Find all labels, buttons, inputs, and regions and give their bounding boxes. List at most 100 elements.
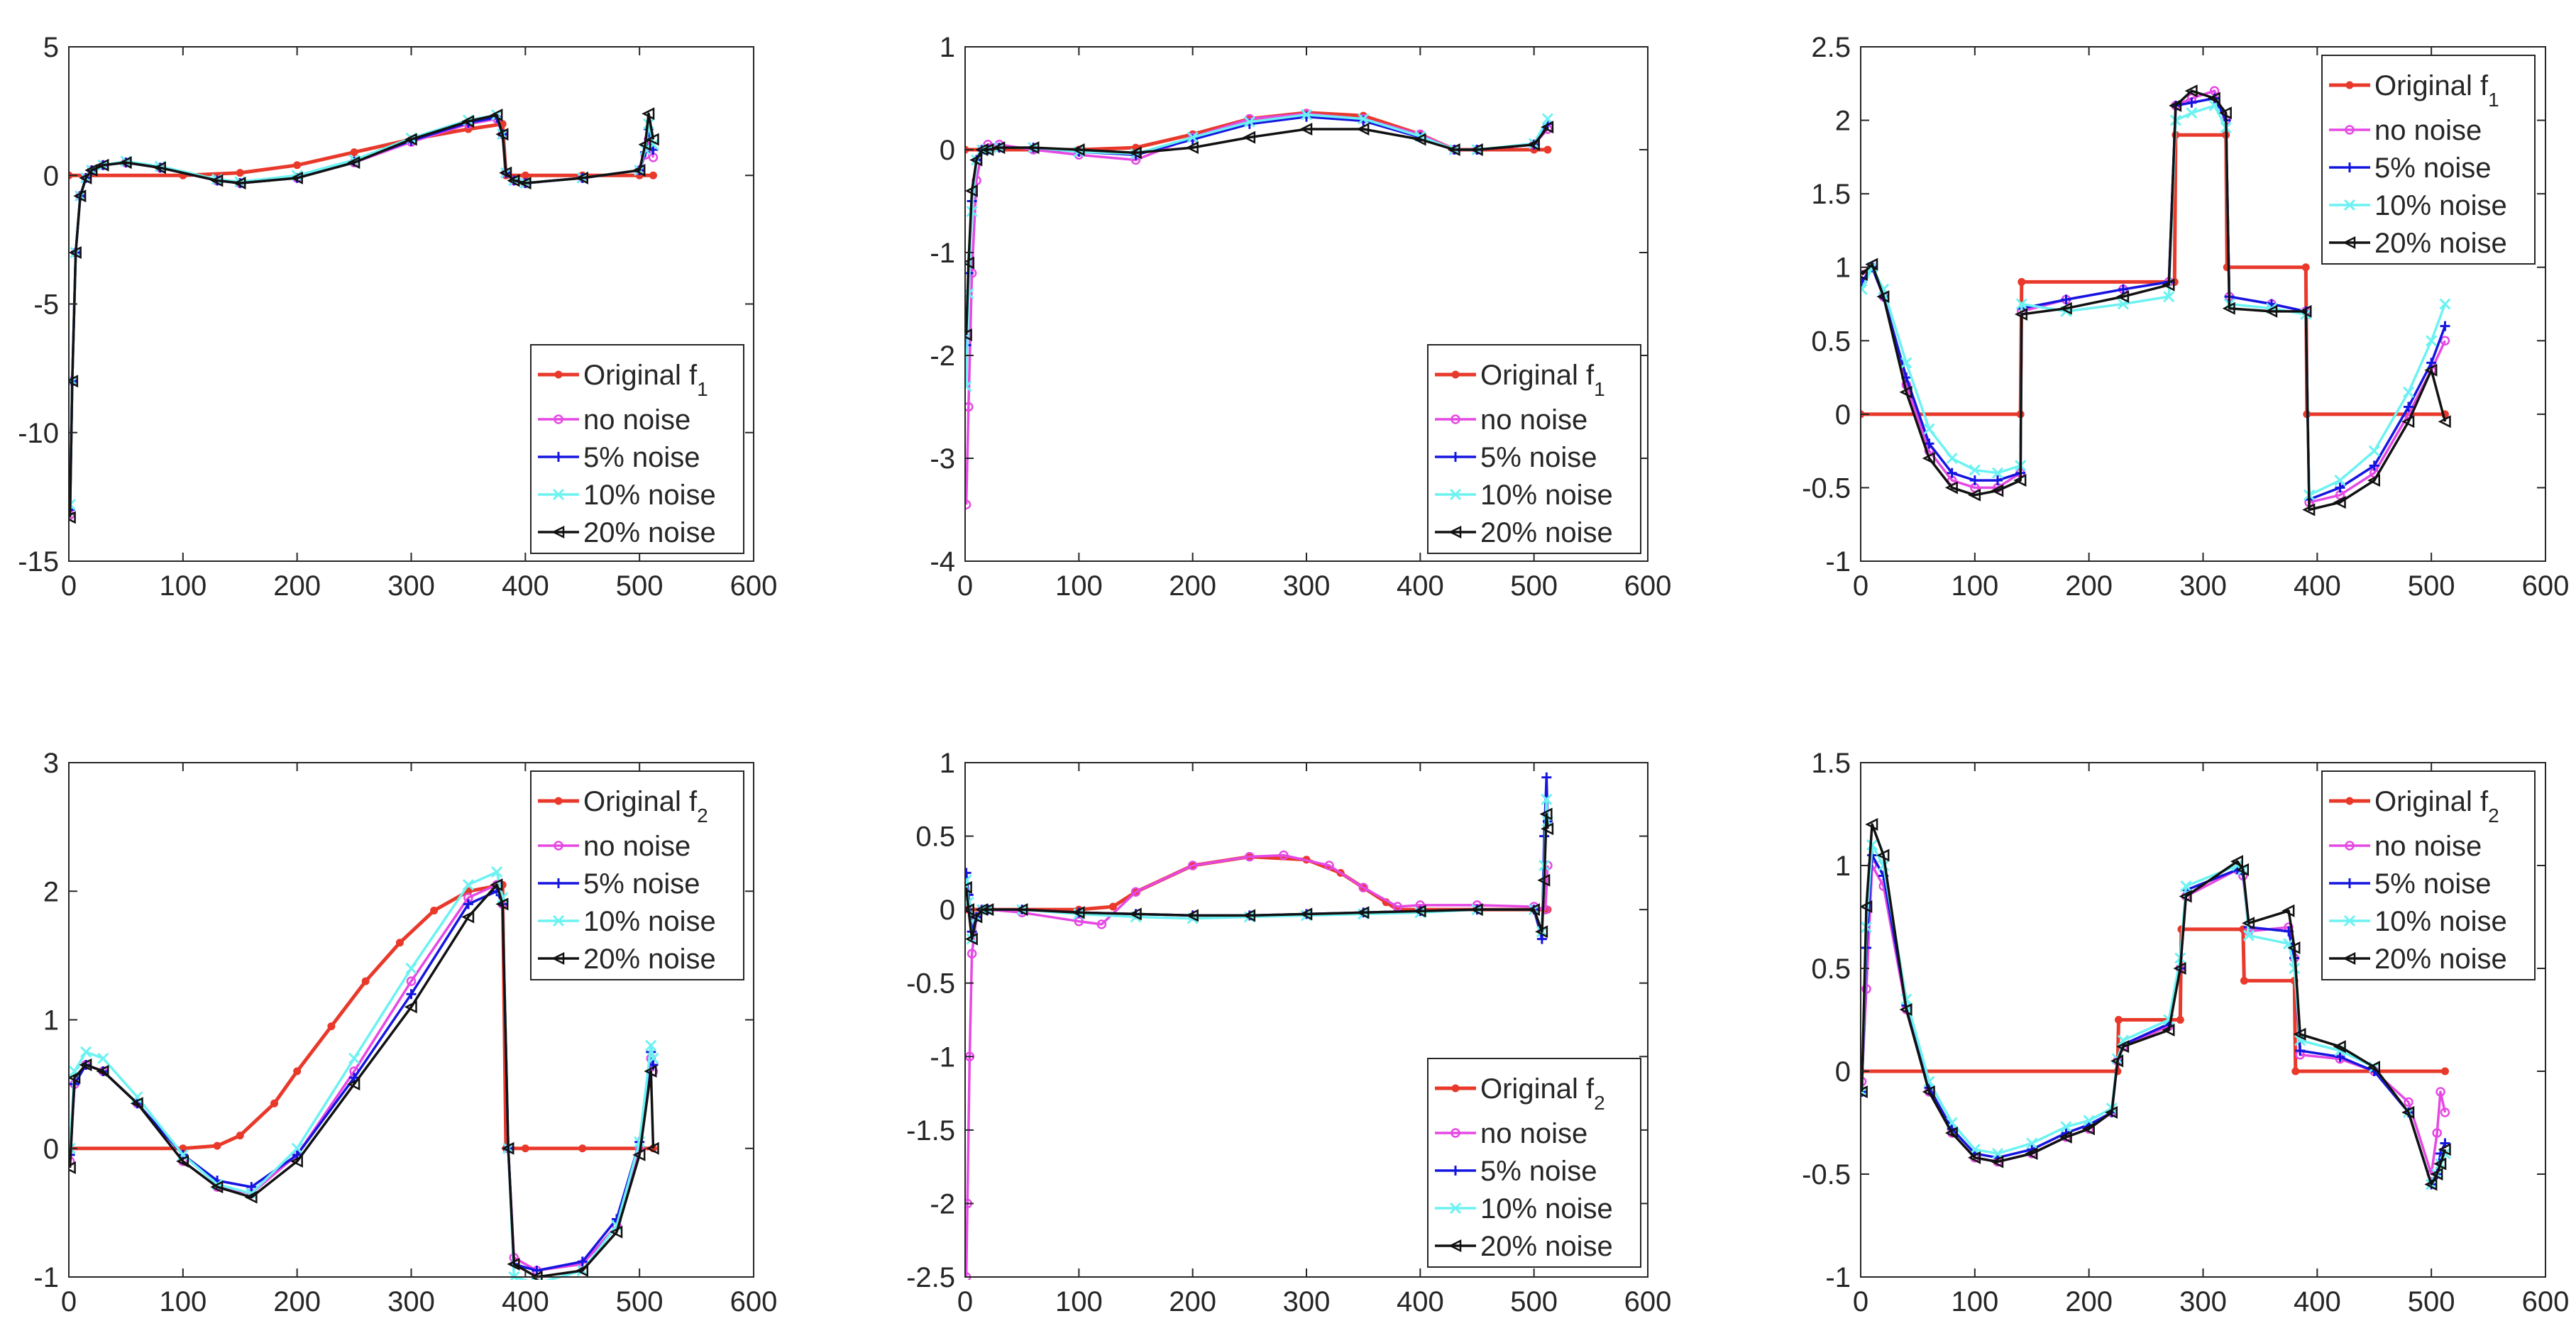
- legend-box: [1427, 1058, 1641, 1268]
- data-point: [406, 976, 417, 986]
- legend-marker-noise20: [551, 525, 565, 539]
- data-point: [975, 143, 989, 157]
- data-point: [1969, 475, 1980, 486]
- data-point: [1187, 131, 1199, 143]
- x-tick-label: 200: [2065, 570, 2113, 602]
- data-point: [2291, 1067, 2300, 1076]
- data-point: [610, 1225, 623, 1239]
- data-point: [2430, 1167, 2443, 1181]
- data-point: [645, 1039, 657, 1051]
- data-point: [2333, 1040, 2346, 1054]
- data-point: [2264, 304, 2278, 318]
- series-group: [1861, 84, 2451, 516]
- data-point: [153, 161, 166, 175]
- data-point: [2302, 503, 2316, 516]
- x-tick-label: 500: [616, 570, 664, 602]
- data-point: [2293, 1027, 2306, 1041]
- data-point: [246, 1182, 257, 1193]
- data-point: [2105, 1105, 2118, 1119]
- data-point: [1026, 141, 1040, 155]
- data-point: [965, 380, 972, 392]
- data-point: [130, 1097, 143, 1110]
- legend-label-noise20: 20% noise: [583, 517, 716, 548]
- x-tick-label: 0: [61, 570, 77, 602]
- data-point: [2433, 1157, 2447, 1171]
- data-point: [2424, 363, 2438, 377]
- x-tick-label: 600: [730, 570, 778, 602]
- data-point: [1526, 903, 1540, 917]
- series-group: [69, 107, 659, 524]
- x-tick-label: 400: [502, 570, 549, 602]
- legend-marker-noise20: [1448, 1239, 1462, 1253]
- data-point: [1900, 993, 1912, 1005]
- data-point: [1130, 887, 1141, 897]
- data-point: [646, 1141, 659, 1155]
- data-point: [233, 177, 246, 190]
- data-point: [2025, 1146, 2038, 1161]
- series-line-noise10: [69, 870, 655, 1280]
- legend-marker-noise5: [1451, 1166, 1460, 1176]
- data-point: [2061, 294, 2071, 305]
- data-point: [521, 1144, 529, 1153]
- data-point: [1128, 907, 1142, 921]
- x-tick-label: 300: [387, 1286, 435, 1317]
- x-tick-label: 500: [1510, 1286, 1558, 1317]
- data-point: [2424, 1178, 2438, 1191]
- legend-label-noise20: 20% noise: [1480, 1231, 1613, 1262]
- y-tick-label: -0.5: [906, 968, 955, 1000]
- data-point: [1899, 1002, 1912, 1017]
- y-tick-label: 5: [43, 32, 59, 63]
- y-tick-label: -1: [1825, 1262, 1851, 1293]
- data-point: [270, 1099, 278, 1107]
- data-point: [1991, 467, 2004, 479]
- data-point: [578, 1144, 587, 1153]
- legend-marker-noise20: [2343, 236, 2356, 250]
- legend-subscript: 1: [1594, 378, 1605, 400]
- y-tick-label: -15: [18, 546, 59, 577]
- data-point: [290, 171, 303, 184]
- x-tick-label: 100: [1951, 570, 1998, 602]
- data-point: [1993, 475, 2003, 486]
- y-tick-label: 0.5: [1811, 953, 1851, 985]
- data-point: [244, 1190, 258, 1204]
- data-point: [2162, 1023, 2175, 1037]
- legend-marker-noise5: [554, 878, 563, 888]
- legend-marker-no_noise: [554, 414, 563, 424]
- data-point: [2240, 976, 2248, 985]
- data-point: [79, 1058, 92, 1071]
- series-original: [69, 880, 657, 1153]
- data-point: [1900, 357, 1912, 369]
- data-point: [642, 107, 655, 121]
- x-tick-label: 600: [730, 1286, 778, 1317]
- data-point: [119, 156, 132, 170]
- data-point: [69, 1071, 81, 1085]
- x-tick-label: 200: [273, 1286, 321, 1317]
- legend-label-noise5: 5% noise: [583, 442, 700, 473]
- data-point: [1865, 258, 1878, 271]
- legend-label-noise20: 20% noise: [1480, 517, 1613, 548]
- data-point: [649, 171, 657, 179]
- data-point: [577, 1256, 588, 1267]
- data-point: [2018, 277, 2026, 286]
- y-tick-label: 1.5: [1811, 748, 1851, 779]
- data-point: [1923, 423, 1935, 435]
- data-point: [2426, 358, 2437, 368]
- series-noise20: [1861, 817, 2451, 1191]
- legend-label-noise5: 5% noise: [1480, 442, 1597, 473]
- y-tick-label: -1: [1825, 546, 1851, 577]
- series-noise20: [69, 107, 659, 524]
- x-tick-label: 600: [1624, 1286, 1672, 1317]
- data-point: [2163, 291, 2175, 303]
- data-point: [2180, 880, 2192, 892]
- data-point: [1413, 905, 1426, 918]
- data-point: [2369, 460, 2379, 471]
- y-tick-label: 0: [1835, 1056, 1851, 1088]
- series-line-noise20: [69, 112, 655, 518]
- data-point: [965, 256, 975, 270]
- y-tick-label: 0: [940, 135, 955, 166]
- legend-subscript: 2: [1594, 1092, 1605, 1114]
- legend-label-noise10: 10% noise: [2374, 906, 2507, 937]
- legend-marker-original: [2345, 797, 2354, 805]
- data-point: [575, 171, 588, 184]
